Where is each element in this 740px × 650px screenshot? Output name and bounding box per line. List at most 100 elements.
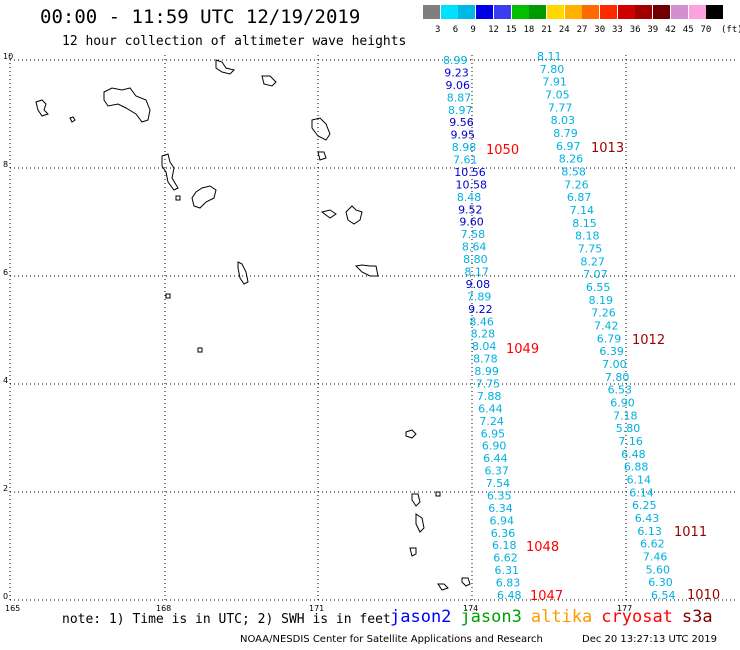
legend-unit: (ft) [721,25,740,35]
wave-height-label: 6.55 [586,281,611,294]
wave-height-label: 5.80 [616,422,641,435]
wave-height-label: 6.95 [481,427,506,440]
legend-swatch [511,5,529,19]
legend-swatch [670,5,688,19]
legend-swatch [458,5,476,19]
y-tick-label: 10 [3,52,13,61]
wave-height-label: 10.56 [454,166,486,179]
legend-label: 36 [629,25,641,35]
wave-height-label: 8.18 [575,230,600,243]
wave-height-label: 7.05 [545,89,570,102]
island-outline [175,195,181,201]
wave-height-label: 6.30 [648,576,673,589]
island-outline [415,513,425,533]
wave-height-label: 8.27 [580,255,605,268]
wave-height-label: 7.26 [564,178,589,191]
wave-height-label: 9.06 [446,79,471,92]
island-outline [261,75,277,87]
time-label: 1013 [591,141,624,156]
legend-swatch [546,5,564,19]
wave-height-label: 10.58 [456,178,488,191]
wave-height-label: 9.95 [451,129,476,142]
wave-height-label: 7.46 [643,551,668,564]
wave-height-label: 6.35 [487,489,512,502]
legend-label: 39 [647,25,659,35]
wave-height-label: 7.42 [594,320,619,333]
wave-height-label: 7.07 [583,268,608,281]
wave-height-label: 6.83 [496,577,520,590]
legend-swatch [706,5,724,19]
wave-height-label: 8.97 [448,104,473,117]
map-title: 00:00 - 11:59 UTC 12/19/2019 [40,6,361,28]
satellite-legend: jason2 jason3 altika cryosat s3a [390,607,722,627]
legend-label: 6 [452,25,459,35]
wave-height-label: 7.91 [542,76,567,89]
legend-label: 21 [541,25,553,35]
legend-label: 27 [576,25,588,35]
wave-height-label: 6.94 [489,514,513,527]
track-2: 8.117.807.917.057.778.038.796.978.268.58… [537,50,720,603]
wave-height-label: 6.88 [624,461,649,474]
wave-height-label: 6.62 [640,538,665,551]
legend-label: 9 [470,25,476,35]
island-outline [197,347,203,353]
satellite-name: altika [530,607,593,627]
wave-height-label: 6.36 [491,527,516,540]
map-subtitle: 12 hour collection of altimeter wave hei… [62,34,407,49]
time-label: 1050 [486,143,519,158]
legend-swatch [582,5,600,19]
wave-height-label: 6.48 [621,448,646,461]
wave-height-label: 7.54 [486,477,511,490]
island-outline [311,117,331,141]
grid-lines [9,55,735,601]
wave-height-label: 8.98 [452,141,477,154]
wave-height-label: 7.16 [618,435,643,448]
wave-height-label: 6.43 [635,512,660,525]
island-outline [165,293,171,299]
island-outline [237,261,249,285]
island-outline [35,99,49,117]
legend-label: 70 [700,25,712,35]
wave-height-label: 7.80 [540,63,565,76]
wave-height-label: 6.90 [482,440,507,453]
time-label: 1047 [530,589,563,604]
island-outline [405,429,417,439]
time-label: 1011 [674,525,707,540]
legend-label: 3 [435,25,441,35]
y-tick-label: 0 [3,592,8,601]
wave-height-label: 9.52 [458,203,483,216]
wave-height-label: 9.08 [466,278,491,291]
wave-height-label: 6.87 [567,191,592,204]
legend-swatch [440,5,458,19]
wave-height-label: 6.37 [484,465,509,478]
island-outline [411,493,421,507]
wave-height-label: 7.00 [602,358,627,371]
wave-height-label: 9.60 [459,216,484,229]
wave-height-label: 6.48 [497,589,522,602]
island-outline [409,547,417,557]
satellite-name: cryosat [601,607,673,627]
satellite-name: jason3 [460,607,522,627]
wave-height-label: 8.99 [443,54,468,67]
wave-height-label: 6.79 [597,332,622,345]
x-tick-label: 165 [5,604,20,613]
legend-swatch [423,5,440,19]
coastline-outlines [35,59,471,591]
island-outline [437,583,449,591]
footer-note: note: 1) Time is in UTC; 2) SWH is in fe… [62,612,391,627]
y-tick-label: 4 [3,376,8,385]
satellite-name: jason2 [390,607,452,627]
wave-height-label: 6.13 [637,525,662,538]
wave-height-label: 6.31 [494,564,519,577]
satellite-name: s3a [681,607,713,627]
wave-height-label: 8.46 [469,315,494,328]
legend-label: 42 [665,25,676,35]
wave-height-label: 7.26 [591,307,616,320]
island-outline [435,491,441,497]
island-outline [161,153,179,191]
wave-height-label: 8.78 [473,353,498,366]
legend-label: 33 [612,25,623,35]
wave-height-label: 8.58 [561,166,586,179]
wave-height-label: 7.75 [578,243,603,256]
